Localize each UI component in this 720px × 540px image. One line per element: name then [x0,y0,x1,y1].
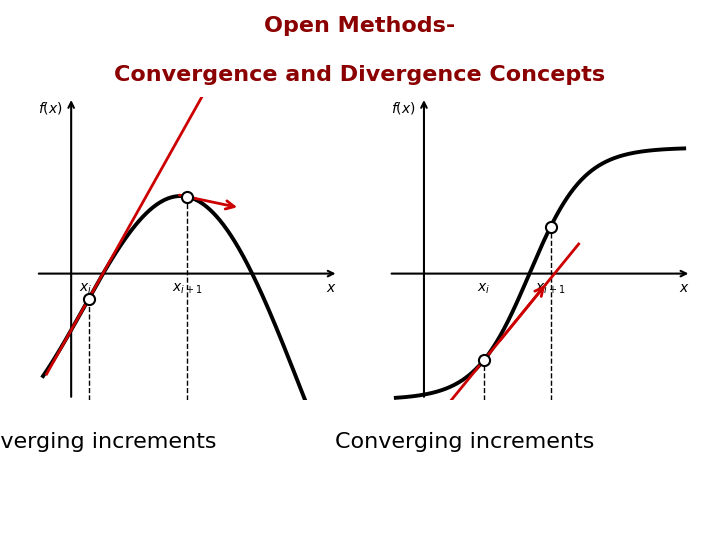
Text: Convergence and Divergence Concepts: Convergence and Divergence Concepts [114,65,606,85]
Text: $x_i$: $x_i$ [477,281,490,295]
Text: $f(x)$: $f(x)$ [391,100,415,116]
Text: Open Methods-: Open Methods- [264,16,456,36]
Text: $x_{i+1}$: $x_{i+1}$ [172,281,202,295]
Text: $x$: $x$ [326,281,337,295]
Text: Diverging increments: Diverging increments [0,432,217,452]
Text: $f(x)$: $f(x)$ [38,100,63,116]
Text: Converging increments: Converging increments [335,432,594,452]
Text: $x_i$: $x_i$ [78,281,92,295]
Text: $x$: $x$ [679,281,690,295]
Text: $x_{i+1}$: $x_{i+1}$ [536,281,566,295]
